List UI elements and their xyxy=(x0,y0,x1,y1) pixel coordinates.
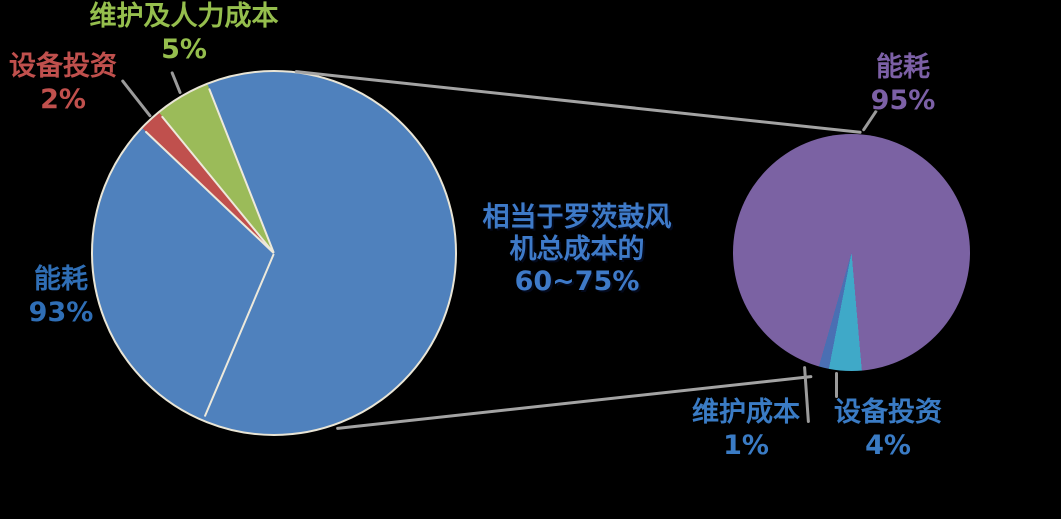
label-text: 能耗 xyxy=(33,264,88,295)
label-maintenance-labor-cost: 维护及人力成本 5% xyxy=(90,0,279,66)
label-percent: 5% xyxy=(161,34,207,65)
label-maintenance-cost: 维护成本 1% xyxy=(692,396,800,462)
label-energy-left: 能耗 93% xyxy=(29,263,94,329)
label-text: 维护及人力成本 xyxy=(89,1,279,32)
label-text: 设备投资 xyxy=(9,51,117,82)
label-equipment-investment-right: 设备投资 4% xyxy=(834,396,942,462)
annotation-line-1: 相当于罗茨鼓风 xyxy=(482,202,672,233)
label-percent: 1% xyxy=(723,430,769,461)
label-text: 维护成本 xyxy=(692,397,800,428)
label-energy-right: 能耗 95% xyxy=(871,51,936,117)
label-percent: 4% xyxy=(865,430,911,461)
annotation-line-2: 机总成本的 xyxy=(509,234,645,265)
pie-chart-right-secondary xyxy=(733,134,970,371)
leader-line-equipment-4pct xyxy=(835,372,838,398)
pie-slice-divider xyxy=(208,87,275,254)
center-annotation: 相当于罗茨鼓风 机总成本的 60~75% xyxy=(483,202,672,298)
label-text: 能耗 xyxy=(875,52,930,83)
pie-slice-divider xyxy=(144,130,275,254)
leader-line-maintenance-labor-5pct xyxy=(170,71,182,95)
pie-slice-divider xyxy=(160,115,275,254)
pie-slice-divider xyxy=(203,252,275,417)
label-text: 设备投资 xyxy=(834,397,942,428)
leader-line-equipment-2pct xyxy=(120,79,153,118)
annotation-line-3: 60~75% xyxy=(514,266,640,297)
label-equipment-investment-left: 设备投资 2% xyxy=(9,50,117,116)
label-percent: 2% xyxy=(40,84,86,115)
label-percent: 95% xyxy=(870,85,936,116)
label-percent: 93% xyxy=(28,297,94,328)
pie-chart-left-roots-blower xyxy=(91,70,457,436)
